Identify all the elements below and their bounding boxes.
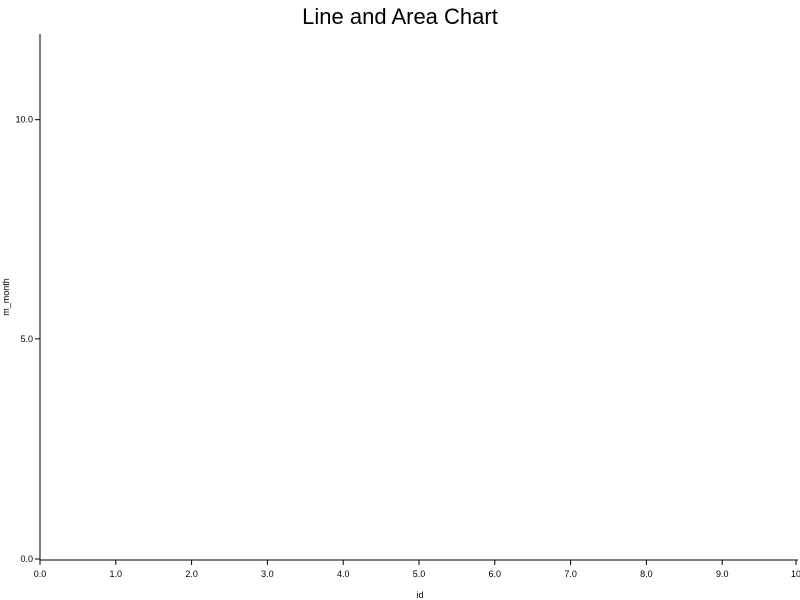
chart-title: Line and Area Chart bbox=[302, 4, 498, 29]
x-axis-ticks: 0.0 1.0 2.0 3.0 4.0 5.0 6.0 7.0 8.0 9.0 10 bbox=[34, 560, 800, 579]
x-tick-label: 10 bbox=[791, 569, 800, 579]
x-axis-label: id bbox=[416, 590, 423, 600]
y-tick-label: 5.0 bbox=[20, 334, 33, 344]
x-tick-label: 5.0 bbox=[413, 569, 426, 579]
x-tick-label: 6.0 bbox=[489, 569, 502, 579]
x-tick-label: 7.0 bbox=[564, 569, 577, 579]
y-tick-label: 10.0 bbox=[15, 115, 33, 125]
x-tick-label: 0.0 bbox=[34, 569, 47, 579]
x-tick-label: 9.0 bbox=[716, 569, 729, 579]
x-tick-label: 8.0 bbox=[640, 569, 653, 579]
y-axis-ticks: 0.0 5.0 10.0 bbox=[15, 115, 40, 564]
x-tick-label: 3.0 bbox=[261, 569, 274, 579]
x-tick-label: 2.0 bbox=[185, 569, 198, 579]
x-tick-label: 1.0 bbox=[110, 569, 123, 579]
y-axis-label: m_month bbox=[1, 278, 11, 316]
x-tick-label: 4.0 bbox=[337, 569, 350, 579]
y-tick-label: 0.0 bbox=[20, 554, 33, 564]
